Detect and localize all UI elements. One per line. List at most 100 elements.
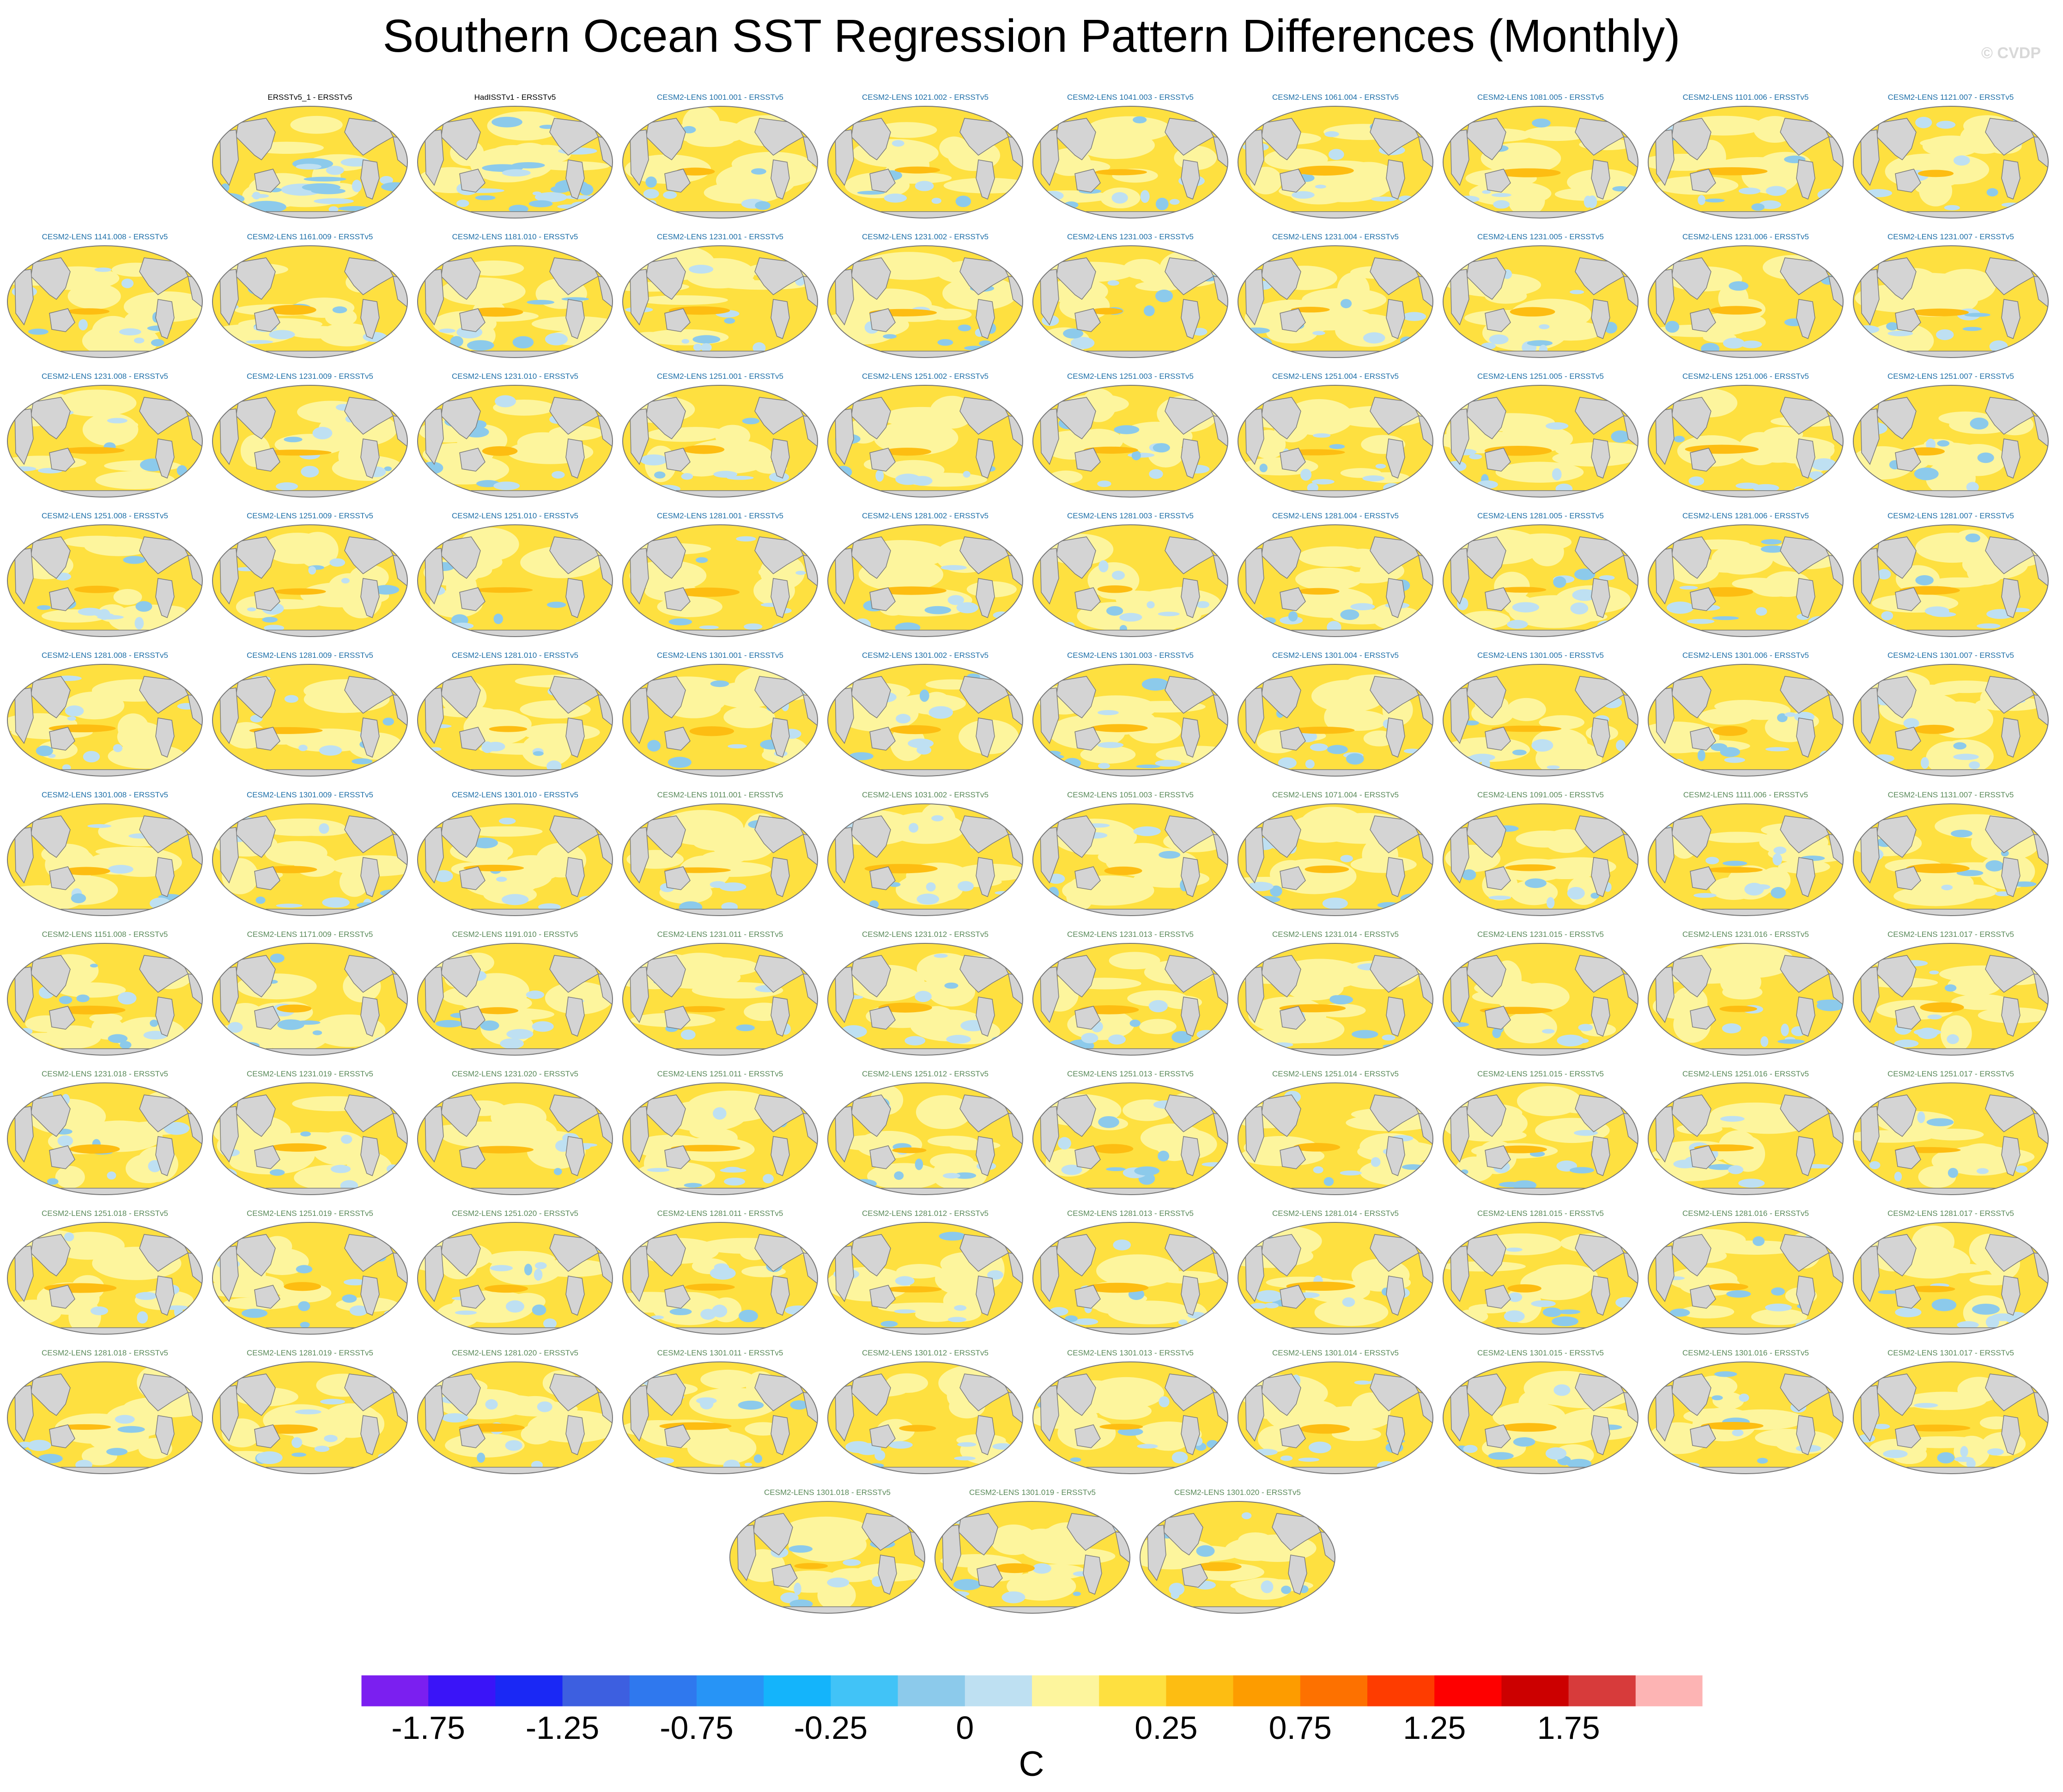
land-mass (1591, 578, 1610, 619)
anomaly-patch (1672, 1462, 1700, 1468)
land-mass (1466, 536, 1506, 579)
colorbar-outline (361, 1675, 1703, 1707)
sst-map (622, 1082, 818, 1195)
anomaly-patch (501, 894, 529, 905)
anomaly-patch (1061, 1164, 1082, 1175)
chart-title: Southern Ocean SST Regression Pattern Di… (382, 10, 1681, 62)
anomaly-patch (1546, 897, 1555, 909)
panel-title: CESM2-LENS 1281.017 - ERSSTv5 (1887, 1209, 2014, 1218)
anomaly-patch (991, 1036, 1005, 1044)
anomaly-patch (135, 601, 152, 612)
sst-map (1032, 1222, 1228, 1335)
land-mass (1860, 687, 1880, 744)
map-border (827, 385, 1023, 498)
colorbar-swatch (1568, 1675, 1636, 1707)
land-mass (869, 1424, 896, 1448)
land-mass (14, 1245, 34, 1302)
land-mass (1876, 118, 1917, 161)
map-panel: CESM2-LENS 1231.016 - ERSSTv5 (1646, 929, 1845, 1067)
anomaly-patch (1941, 884, 1953, 891)
land-mass (1895, 1285, 1921, 1309)
sst-map (212, 524, 408, 637)
land-mass (1245, 548, 1264, 605)
land-mass (30, 815, 71, 858)
map-border (417, 245, 613, 358)
anomaly-patch (1401, 1181, 1424, 1185)
anomaly-patch (1738, 1178, 1765, 1188)
anomaly-patch (251, 194, 269, 198)
anomaly-patch (506, 1111, 534, 1126)
land-mass (881, 1467, 979, 1474)
anomaly-patch (1210, 623, 1221, 633)
anomaly-patch (484, 1284, 528, 1293)
anomaly-patch (1699, 312, 1766, 333)
land-mass (155, 857, 175, 898)
anomaly-patch (1720, 967, 1761, 997)
map-panel: CESM2-LENS 1061.004 - ERSSTv5 (1236, 91, 1435, 230)
land-mass (565, 299, 585, 340)
map-border (1853, 1222, 2049, 1335)
panel-title: CESM2-LENS 1231.004 - ERSSTv5 (1272, 232, 1399, 241)
anomaly-patch (1242, 1038, 1267, 1044)
land-mass (360, 1415, 380, 1456)
panel-title: CESM2-LENS 1301.012 - ERSSTv5 (862, 1349, 989, 1357)
land-mass (771, 717, 790, 758)
map-panel: CESM2-LENS 1301.015 - ERSSTv5 (1441, 1347, 1640, 1486)
anomaly-patch (1298, 588, 1340, 595)
anomaly-patch (1460, 611, 1511, 629)
anomaly-patch (505, 1440, 522, 1451)
anomaly-patch (421, 462, 443, 474)
panel-title: ERSSTv5_1 - ERSSTv5 (267, 93, 352, 102)
map-border (827, 1222, 1023, 1335)
land-mass (266, 630, 364, 637)
land-mass (630, 687, 649, 744)
anomaly-patch (1202, 475, 1214, 488)
land-mass (30, 257, 71, 300)
sst-map (417, 664, 613, 777)
map-border (1032, 1222, 1228, 1335)
anomaly-patch (1927, 1014, 1942, 1020)
land-mass (1496, 1048, 1594, 1055)
anomaly-patch (475, 195, 496, 200)
land-mass (219, 1106, 239, 1163)
anomaly-patch (1169, 199, 1180, 205)
land-mass (266, 769, 364, 776)
land-mass (1040, 1106, 1059, 1163)
land-mass (1485, 1006, 1511, 1030)
anomaly-patch (1300, 1424, 1350, 1434)
anomaly-patch (502, 169, 531, 176)
anomaly-patch (1871, 624, 1897, 629)
land-mass (1466, 257, 1506, 300)
land-mass (869, 727, 896, 751)
anomaly-patch (62, 764, 71, 771)
anomaly-patch (1723, 861, 1747, 866)
anomaly-patch (1765, 1303, 1792, 1312)
anomaly-patch (875, 469, 884, 482)
land-mass (881, 1327, 979, 1334)
land-mass (835, 548, 854, 605)
anomaly-patch (517, 432, 569, 454)
anomaly-patch (1919, 175, 1953, 207)
map-panel: CESM2-LENS 1251.001 - ERSSTv5 (621, 371, 819, 509)
sst-map (1238, 245, 1433, 358)
anomaly-patch (1133, 116, 1147, 123)
land-mass (1291, 351, 1389, 358)
land-mass (869, 587, 896, 611)
land-mass (2001, 578, 2021, 619)
anomaly-patch (1781, 1023, 1789, 1036)
land-mass (753, 1513, 793, 1556)
land-mass (49, 1285, 75, 1309)
land-mass (49, 866, 75, 890)
anomaly-patch (1965, 533, 1980, 542)
land-mass (471, 1188, 569, 1195)
land-mass (1245, 408, 1264, 465)
anomaly-patch (1908, 1286, 1955, 1293)
map-panel: CESM2-LENS 1301.013 - ERSSTv5 (1031, 1347, 1230, 1486)
anomaly-patch (135, 1292, 158, 1300)
land-mass (835, 827, 854, 884)
anomaly-patch (302, 183, 341, 192)
land-mass (1485, 169, 1511, 193)
land-mass (1386, 996, 1405, 1037)
anomaly-patch (1921, 757, 1929, 769)
anomaly-patch (27, 1440, 51, 1451)
